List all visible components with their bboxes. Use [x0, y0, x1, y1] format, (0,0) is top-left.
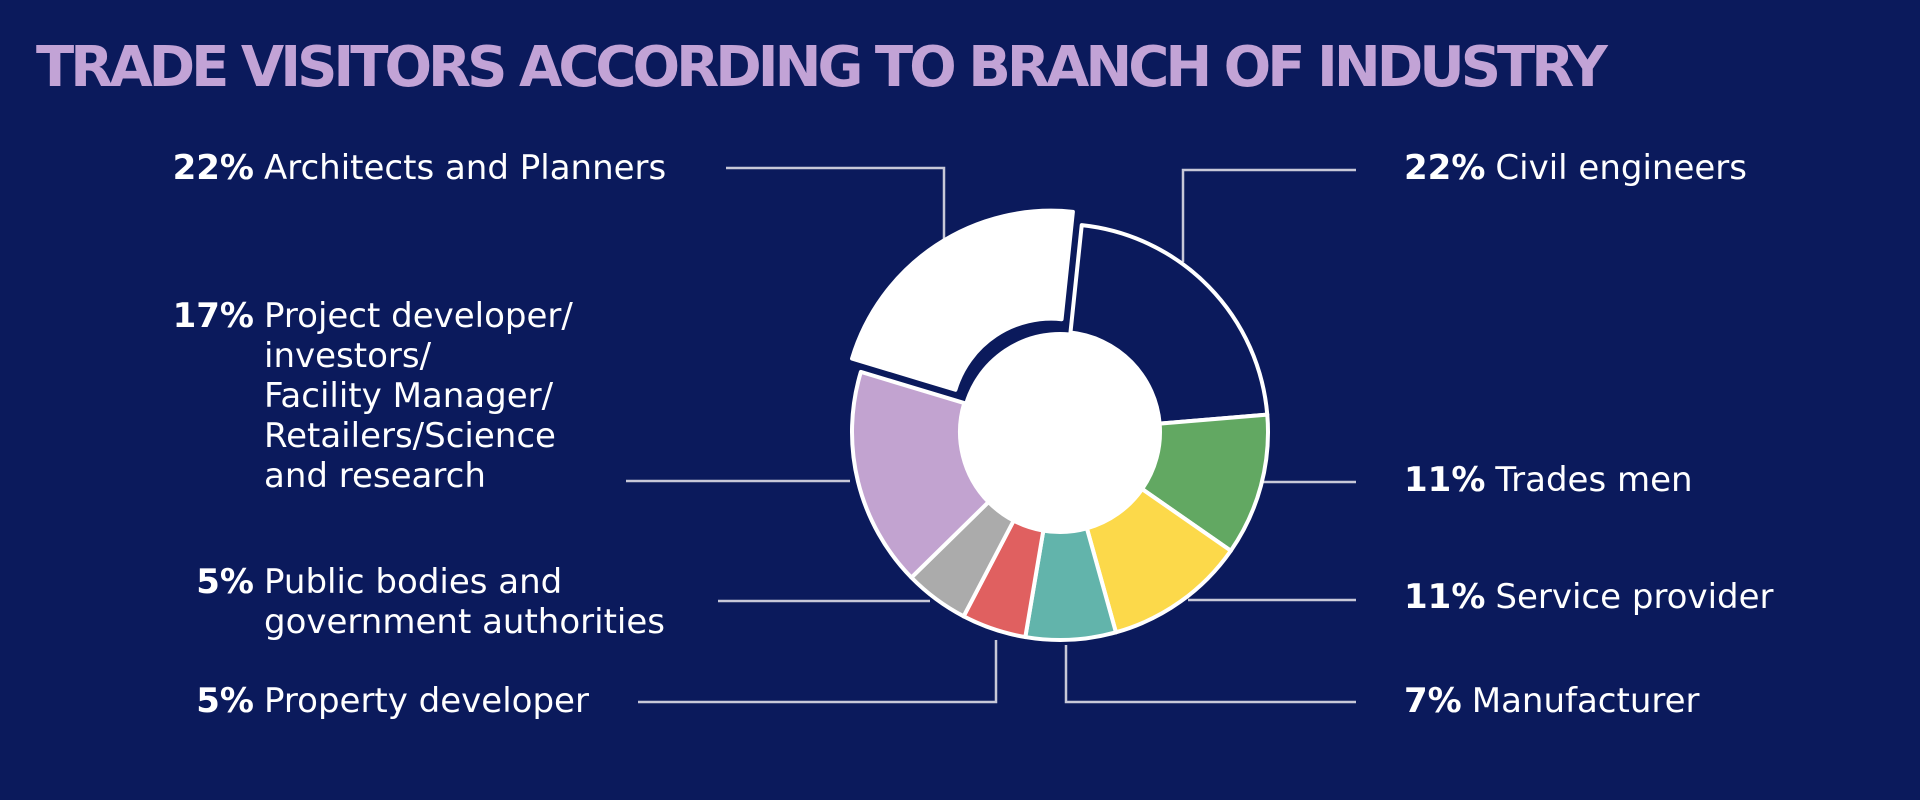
- leader-line-4: [1064, 645, 1356, 704]
- callout-text: Architects and Planners: [264, 148, 667, 188]
- callout-service-provider: 11% Service provider: [1404, 577, 1774, 617]
- callout-trades-men: 11% Trades men: [1404, 460, 1693, 500]
- callout-public-bodies: 5% Public bodies and government authoriti…: [150, 562, 665, 642]
- leader-line-7: [638, 640, 998, 704]
- callout-project-developer: 17% Project developer/ investors/ Facilit…: [150, 296, 573, 496]
- leader-line-0: [726, 166, 946, 252]
- callout-text: Civil engineers: [1495, 148, 1747, 188]
- chart-title: TRADE VISITORS ACCORDING TO BRANCH OF IN…: [36, 35, 1609, 100]
- callout-civil-engineers: 22% Civil engineers: [1404, 148, 1747, 188]
- callout-value: 11%: [1404, 460, 1486, 500]
- callout-property-developer: 5% Property developer: [150, 681, 589, 721]
- callout-value: 5%: [196, 562, 254, 602]
- callout-value: 17%: [172, 296, 254, 336]
- callout-value: 22%: [1404, 148, 1486, 188]
- callout-text: Public bodies and government authorities: [264, 562, 665, 642]
- callout-value: 5%: [196, 681, 254, 721]
- donut-slices: [850, 208, 1270, 642]
- callout-value: 22%: [172, 148, 254, 188]
- callout-text: Property developer: [264, 681, 589, 721]
- callout-text: Service provider: [1495, 577, 1774, 617]
- callout-value: 11%: [1404, 577, 1486, 617]
- callout-manufacturer: 7% Manufacturer: [1404, 681, 1700, 721]
- callout-text: Project developer/ investors/ Facility M…: [264, 296, 573, 496]
- slice-architects: [850, 208, 1075, 392]
- callout-value: 7%: [1404, 681, 1462, 721]
- donut-hole: [960, 332, 1160, 532]
- leader-lines: [626, 166, 1356, 704]
- callout-architects-planners: 22% Architects and Planners: [150, 148, 667, 188]
- callout-text: Trades men: [1495, 460, 1693, 500]
- callout-text: Manufacturer: [1471, 681, 1700, 721]
- leader-line-1: [1181, 168, 1356, 262]
